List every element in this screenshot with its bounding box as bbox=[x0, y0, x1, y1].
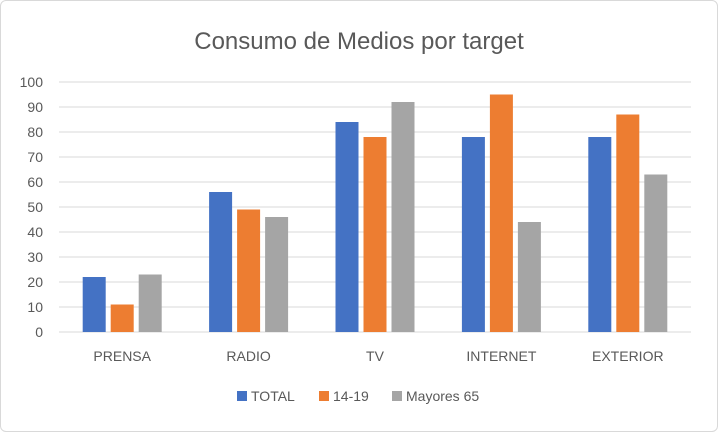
y-tick-label: 90 bbox=[27, 99, 43, 115]
bar bbox=[616, 114, 640, 332]
y-tick-label: 70 bbox=[27, 149, 43, 165]
x-category-label: INTERNET bbox=[466, 348, 536, 364]
y-tick-label: 80 bbox=[27, 124, 43, 140]
bar bbox=[517, 222, 541, 332]
y-tick-label: 0 bbox=[35, 324, 43, 340]
legend-label: TOTAL bbox=[251, 388, 295, 404]
y-tick-label: 50 bbox=[27, 199, 43, 215]
bar bbox=[110, 304, 134, 332]
bars bbox=[82, 94, 668, 332]
bar bbox=[237, 209, 261, 332]
y-tick-label: 100 bbox=[20, 74, 44, 90]
x-category-label: PRENSA bbox=[93, 348, 151, 364]
y-axis-ticks: 0 10 20 30 40 50 60 70 80 90 100 bbox=[20, 74, 44, 340]
bar bbox=[461, 137, 485, 332]
legend-swatch bbox=[392, 391, 402, 401]
legend-swatch bbox=[237, 391, 247, 401]
bar bbox=[489, 94, 513, 332]
chart-title: Consumo de Medios por target bbox=[194, 28, 524, 55]
y-tick-label: 20 bbox=[27, 274, 43, 290]
legend-label: Mayores 65 bbox=[406, 388, 479, 404]
bar bbox=[82, 277, 106, 332]
y-tick-label: 40 bbox=[27, 224, 43, 240]
x-category-label: EXTERIOR bbox=[592, 348, 664, 364]
legend-swatch bbox=[319, 391, 329, 401]
legend-item: Mayores 65 bbox=[392, 388, 479, 404]
x-category-label: RADIO bbox=[226, 348, 270, 364]
legend-item: TOTAL bbox=[237, 388, 295, 404]
legend-label: 14-19 bbox=[333, 388, 369, 404]
y-tick-label: 30 bbox=[27, 249, 43, 265]
x-category-label: TV bbox=[366, 348, 385, 364]
y-tick-label: 10 bbox=[27, 299, 43, 315]
bar bbox=[363, 137, 387, 332]
x-axis-categories: PRENSA RADIO TV INTERNET EXTERIOR bbox=[93, 348, 663, 364]
y-tick-label: 60 bbox=[27, 174, 43, 190]
bar bbox=[265, 217, 289, 332]
legend: TOTAL 14-19 Mayores 65 bbox=[237, 388, 479, 404]
bar bbox=[209, 192, 233, 332]
bar bbox=[391, 102, 415, 332]
bar bbox=[644, 174, 668, 332]
bar bbox=[335, 122, 359, 332]
bar bbox=[588, 137, 612, 332]
legend-item: 14-19 bbox=[319, 388, 369, 404]
bar bbox=[138, 274, 162, 332]
